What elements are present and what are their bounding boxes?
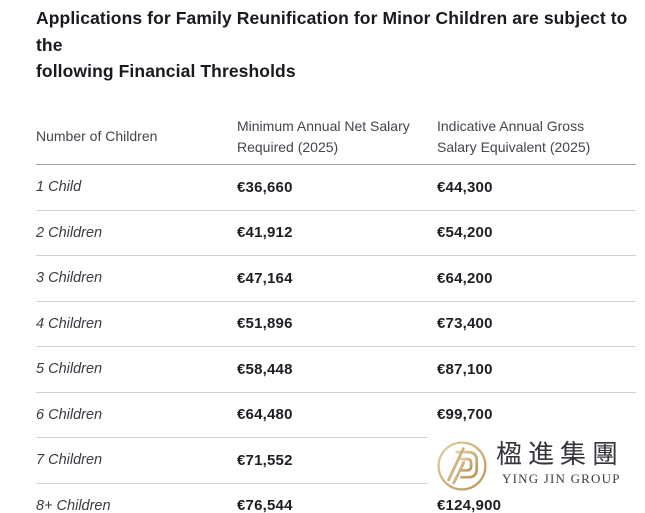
cell-min-net-salary: €71,552 (237, 451, 293, 469)
cell-number-of-children: 3 Children (36, 270, 103, 287)
cell-gross-salary-equivalent: €73,400 (437, 315, 493, 333)
cell-gross-salary-equivalent: €87,100 (437, 360, 493, 378)
cell-gross-salary-equivalent: €99,700 (437, 406, 493, 424)
column-header-min-net-salary: Minimum Annual Net Salary Required (2025… (237, 117, 410, 156)
table-row: 3 Children €47,164 €64,200 (36, 256, 636, 302)
column-header-gross-salary-equivalent: Indicative Annual Gross Salary Equivalen… (437, 117, 591, 156)
cell-min-net-salary: €76,544 (237, 497, 293, 513)
cell-number-of-children: 2 Children (36, 224, 103, 241)
table-row: 4 Children €51,896 €73,400 (36, 302, 636, 347)
page-title-line1: Applications for Family Reunification fo… (36, 8, 628, 55)
page-title: Applications for Family Reunification fo… (36, 5, 636, 85)
table-row: 5 Children €58,448 €87,100 (36, 347, 636, 393)
watermark-text: 楹進集團 YING JIN GROUP (496, 439, 625, 487)
cell-min-net-salary: €58,448 (237, 360, 293, 378)
cell-number-of-children: 7 Children (36, 452, 103, 469)
cell-number-of-children: 4 Children (36, 315, 103, 332)
table-header-row: Number of Children Minimum Annual Net Sa… (36, 110, 636, 165)
cell-number-of-children: 5 Children (36, 361, 103, 378)
page-title-line2: following Financial Thresholds (36, 61, 296, 81)
cell-gross-salary-equivalent: €44,300 (437, 178, 493, 196)
watermark-english-name: YING JIN GROUP (502, 470, 621, 486)
table-row: 2 Children €41,912 €54,200 (36, 211, 636, 256)
ying-jin-group-logo-icon (437, 440, 487, 491)
financial-thresholds-table: Number of Children Minimum Annual Net Sa… (36, 110, 636, 513)
cell-number-of-children: 1 Child (36, 179, 82, 196)
cell-min-net-salary: €51,896 (237, 315, 293, 333)
cell-gross-salary-equivalent: €54,200 (437, 224, 493, 242)
cell-number-of-children: 8+ Children (36, 497, 111, 513)
column-header-number-of-children: Number of Children (36, 128, 158, 145)
cell-min-net-salary: €41,912 (237, 224, 293, 242)
table-body: 1 Child €36,660 €44,300 2 Children €41,9… (36, 165, 636, 513)
watermark-chinese-name: 楹進集團 (496, 439, 625, 469)
cell-min-net-salary: €47,164 (237, 269, 293, 287)
table-row: 7 Children €71,552 (36, 438, 636, 484)
cell-gross-salary-equivalent: €124,900 (437, 497, 502, 513)
cell-number-of-children: 6 Children (36, 406, 103, 423)
cell-gross-salary-equivalent: €64,200 (437, 269, 493, 287)
watermark: 楹進集團 YING JIN GROUP (428, 430, 645, 497)
table-row: 1 Child €36,660 €44,300 (36, 165, 636, 211)
cell-min-net-salary: €64,480 (237, 406, 293, 424)
table-row: 6 Children €64,480 €99,700 (36, 393, 636, 438)
table-row: 8+ Children €76,544 €124,900 (36, 484, 636, 513)
cell-min-net-salary: €36,660 (237, 178, 293, 196)
